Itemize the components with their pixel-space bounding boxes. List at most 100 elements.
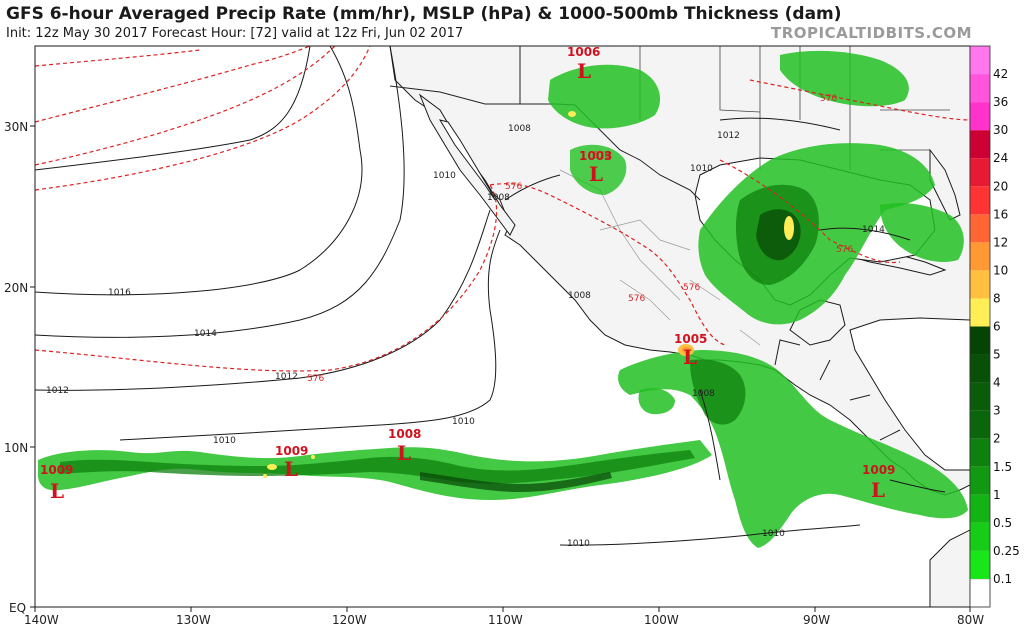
colorbar-label: 0.1	[993, 572, 1012, 586]
low-letter: L	[589, 162, 603, 186]
low-center: 1006 L	[567, 45, 600, 83]
isobar-curve-6	[559, 524, 861, 546]
colorbar-swatch	[970, 522, 990, 551]
low-center: 1009 L	[40, 463, 73, 503]
colorbar-swatch	[970, 130, 990, 159]
precip-heavy-spot-north	[568, 111, 576, 117]
brand-watermark: TROPICALTIDBITS.COM	[771, 24, 972, 42]
isobar-label: 1010	[690, 164, 713, 174]
gulf-of-california	[438, 119, 496, 201]
isobar-label: 1010	[213, 436, 236, 446]
low-letter: L	[284, 457, 298, 481]
colorbar-label: 1.5	[993, 460, 1012, 474]
colorbar-swatch	[970, 550, 990, 579]
lon-label: 120W	[332, 613, 367, 627]
colorbar-swatch	[970, 242, 990, 271]
low-pressure-value: 1008	[388, 427, 421, 441]
lon-label: 80W	[957, 613, 984, 627]
isobar-label: 1010	[762, 529, 785, 539]
lon-label: 140W	[24, 613, 59, 627]
colorbar-label: 42	[993, 67, 1008, 81]
thickness-label: 576	[836, 245, 853, 255]
colorbar-frame	[969, 45, 991, 608]
isobar-label: 1008	[568, 291, 591, 301]
colorbar-swatch	[969, 578, 991, 608]
colorbar-label: 8	[993, 291, 1001, 305]
colorbar-swatch	[970, 214, 990, 243]
colorbar-label: 5	[993, 348, 1001, 362]
isobar-curve-8	[719, 117, 841, 131]
caribbean-sea	[849, 317, 970, 471]
land-south-america	[929, 529, 970, 607]
isobar-curve-7	[504, 174, 561, 201]
low-letter: L	[577, 59, 591, 83]
isobars	[35, 46, 946, 546]
colorbar-label: 0.5	[993, 516, 1012, 530]
map-subtitle: Init: 12z May 30 2017 Forecast Hour: [72…	[6, 26, 464, 41]
thickness-label: 576	[593, 151, 610, 161]
thickness-curve-1	[35, 49, 201, 67]
thickness-curve-6	[489, 183, 726, 346]
mexico-state-borders	[559, 169, 761, 346]
colorbar-label: 12	[993, 235, 1008, 249]
colorbar-label: 30	[993, 123, 1008, 137]
isobar-curve-3	[35, 46, 405, 338]
precip-colorbar: 0.1 0.25 0.5 1 1.5 2 3 4 5 6 8 10 12 16 20 24 30 36 42	[969, 45, 1020, 608]
central-america-borders	[774, 339, 901, 441]
lat-axis-labels: 30N 20N 10N EQ	[4, 120, 28, 615]
precip-itcz-core	[60, 450, 695, 484]
isobar-label: 1010	[433, 171, 456, 181]
isobar-label: 1012	[717, 131, 740, 141]
colorbar-label: 3	[993, 404, 1001, 418]
colorbar-swatch	[970, 466, 990, 495]
precip-heavy-spot-itcz-1	[267, 464, 277, 470]
low-letter: L	[683, 345, 697, 369]
thickness-label: 576	[505, 182, 522, 192]
lon-label: 100W	[644, 613, 679, 627]
precip-heavy-spot-pacific-inner	[682, 347, 690, 353]
low-pressure-value: 1009	[40, 463, 73, 477]
colorbar-swatch	[970, 326, 990, 355]
lat-label: 20N	[4, 281, 28, 295]
precip-southwest-coast	[638, 388, 675, 415]
isobar-curve-4	[35, 209, 491, 391]
colorbar-swatch	[970, 102, 990, 131]
isobar-curve-10	[699, 389, 721, 481]
colorbar-label: 6	[993, 320, 1001, 334]
precip-sierra-madre	[570, 144, 627, 195]
isobar-label: 1016	[108, 288, 131, 298]
low-pressure-value: 1009	[862, 463, 895, 477]
precip-itcz-darkest	[420, 472, 612, 492]
low-pressure-value: 1006	[567, 45, 600, 59]
thickness-lines	[35, 46, 970, 372]
colorbar-swatch	[970, 382, 990, 411]
lat-label: 10N	[4, 441, 28, 455]
isobar-label: 1014	[194, 329, 217, 339]
colorbar-swatch	[970, 186, 990, 215]
thickness-curve-3	[35, 46, 336, 166]
precip-northern-mexico	[548, 64, 660, 129]
isobar-curve-2	[35, 46, 363, 296]
axis-ticks	[30, 125, 971, 612]
precip-ca-core	[690, 359, 746, 425]
precip-field	[38, 50, 968, 548]
thickness-curve-8	[749, 79, 970, 121]
isobar-label: 1012	[46, 386, 69, 396]
lon-label: 90W	[803, 613, 830, 627]
thickness-label: 576	[628, 294, 645, 304]
isobar-labels: 1016 1014 1012 1012 1010 1010 1010 1008 …	[46, 124, 885, 549]
low-letter: L	[397, 441, 411, 465]
low-center: 1009 L	[275, 444, 308, 481]
colorbar-swatch	[970, 270, 990, 299]
isobar-label: 1010	[452, 417, 475, 427]
low-letter: L	[50, 479, 64, 503]
thickness-curve-7	[719, 159, 901, 264]
colorbar-swatch	[970, 46, 990, 75]
precip-heavy-spot-itcz-3	[263, 474, 267, 478]
isobar-curve-9	[819, 227, 911, 241]
thickness-curve-5	[35, 184, 498, 372]
low-center: 1008 L	[388, 427, 421, 465]
isobar-label: 1010	[567, 539, 590, 549]
lat-label: EQ	[9, 601, 26, 615]
